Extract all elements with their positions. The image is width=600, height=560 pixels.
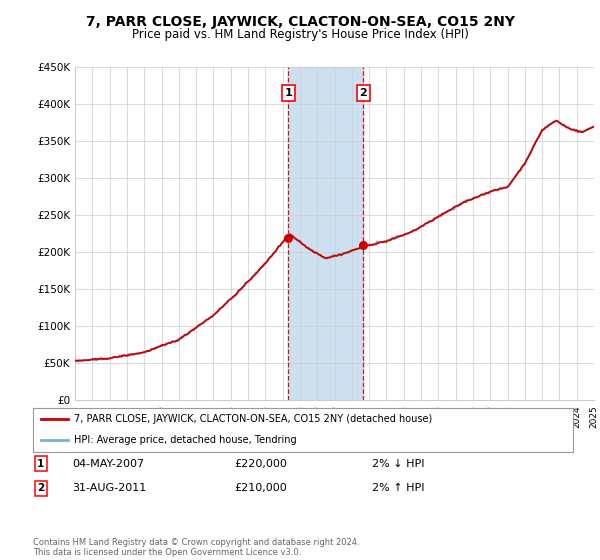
Text: HPI: Average price, detached house, Tendring: HPI: Average price, detached house, Tend… [74, 435, 296, 445]
Text: £220,000: £220,000 [234, 459, 287, 469]
Text: 1: 1 [37, 459, 44, 469]
Text: Price paid vs. HM Land Registry's House Price Index (HPI): Price paid vs. HM Land Registry's House … [131, 28, 469, 41]
Bar [289, 67, 363, 400]
Text: 7, PARR CLOSE, JAYWICK, CLACTON-ON-SEA, CO15 2NY (detached house): 7, PARR CLOSE, JAYWICK, CLACTON-ON-SEA, … [74, 414, 432, 424]
Text: Contains HM Land Registry data © Crown copyright and database right 2024.
This d: Contains HM Land Registry data © Crown c… [33, 538, 359, 557]
Text: 7, PARR CLOSE, JAYWICK, CLACTON-ON-SEA, CO15 2NY: 7, PARR CLOSE, JAYWICK, CLACTON-ON-SEA, … [86, 15, 515, 29]
Text: 2% ↓ HPI: 2% ↓ HPI [372, 459, 425, 469]
Text: 04-MAY-2007: 04-MAY-2007 [72, 459, 144, 469]
Text: 2: 2 [359, 88, 367, 98]
Text: 1: 1 [284, 88, 292, 98]
Text: 2% ↑ HPI: 2% ↑ HPI [372, 483, 425, 493]
Text: 2: 2 [37, 483, 44, 493]
Text: 31-AUG-2011: 31-AUG-2011 [72, 483, 146, 493]
Text: £210,000: £210,000 [234, 483, 287, 493]
